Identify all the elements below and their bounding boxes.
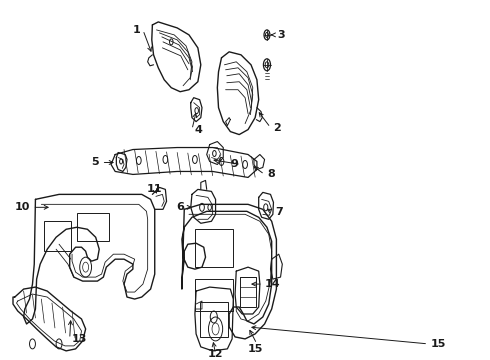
Text: 5: 5 bbox=[92, 157, 99, 167]
Text: 10: 10 bbox=[15, 202, 30, 212]
Text: 15: 15 bbox=[431, 339, 446, 349]
Bar bbox=[199, 302, 228, 337]
Bar bbox=[44, 221, 71, 251]
Bar bbox=[195, 229, 233, 267]
Text: 3: 3 bbox=[277, 30, 285, 40]
Text: 7: 7 bbox=[275, 207, 283, 217]
Text: 13: 13 bbox=[72, 334, 87, 344]
Text: 11: 11 bbox=[147, 184, 163, 194]
Text: 4: 4 bbox=[195, 125, 202, 135]
Text: 14: 14 bbox=[265, 279, 281, 289]
Text: 15: 15 bbox=[247, 344, 263, 354]
Text: 6: 6 bbox=[176, 202, 184, 212]
Text: 1: 1 bbox=[133, 25, 141, 35]
Text: 12: 12 bbox=[208, 349, 223, 359]
Text: 9: 9 bbox=[231, 159, 239, 170]
Bar bbox=[77, 213, 109, 241]
Text: 2: 2 bbox=[273, 123, 281, 132]
Text: 8: 8 bbox=[267, 170, 275, 179]
Bar bbox=[240, 277, 256, 307]
Bar bbox=[195, 279, 233, 311]
